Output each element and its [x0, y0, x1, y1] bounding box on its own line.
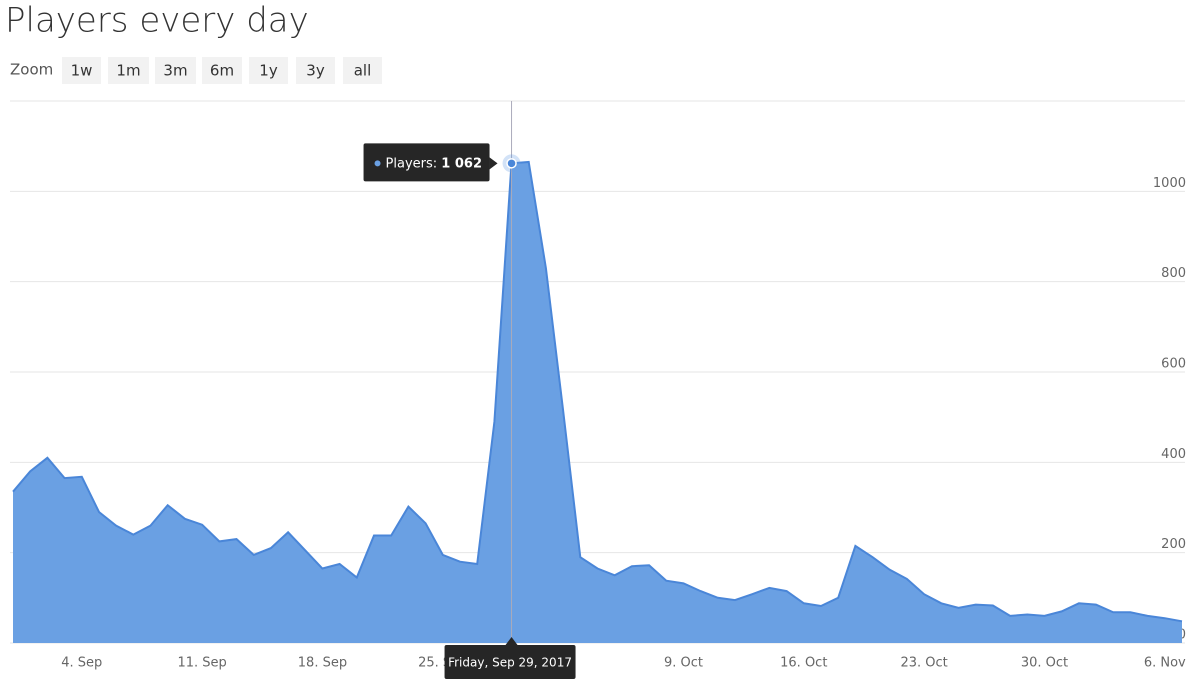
zoom-button[interactable]: all — [343, 57, 382, 84]
zoom-button-label: 1w — [71, 62, 93, 80]
x-tooltip: Friday, Sep 29, 2017 — [444, 637, 576, 679]
x-tooltip-text: Friday, Sep 29, 2017 — [448, 656, 572, 670]
tooltip: Players: 1 062 — [363, 143, 498, 182]
zoom-button-bg — [202, 57, 242, 84]
y-tick-label: 400 — [1161, 447, 1186, 462]
zoom-button[interactable]: 1y — [249, 57, 288, 84]
zoom-button-bg — [62, 57, 101, 84]
plot — [12, 160, 1183, 643]
zoom-button[interactable]: 1w — [62, 57, 101, 84]
x-tooltip-bg — [444, 645, 576, 679]
x-tooltip-arrow — [505, 637, 518, 645]
tooltip-text: Players: 1 062 — [386, 156, 482, 171]
area-line — [12, 160, 1183, 623]
zoom-button-label: 6m — [210, 62, 234, 80]
page-title: Players every day — [5, 1, 309, 41]
area-fill — [13, 162, 1182, 643]
tooltip-value: 1 062 — [441, 156, 482, 171]
zoom-button-label: 3y — [306, 62, 325, 80]
x-tick-label: 6. Nov — [1144, 656, 1186, 671]
y-tick-label: 1000 — [1153, 176, 1186, 191]
zoom-label: Zoom — [10, 61, 53, 79]
zoom-button[interactable]: 3m — [155, 57, 196, 84]
x-tick-label: 30. Oct — [1021, 656, 1068, 671]
zoom-button[interactable]: 3y — [296, 57, 335, 84]
x-tick-label: 4. Sep — [61, 656, 102, 671]
tooltip-bg — [363, 143, 490, 182]
x-tick-label: 18. Sep — [298, 656, 347, 671]
zoom-button-label: all — [354, 62, 372, 80]
tooltip-series-name: Players — [386, 156, 433, 171]
overlay: Players: 1 062 Friday, Sep 29, 2017 — [363, 101, 576, 679]
zoom-button-bg — [155, 57, 196, 84]
x-tick-label: 9. Oct — [664, 656, 703, 671]
y-tick-label: 600 — [1161, 357, 1186, 372]
y-tick-label: 800 — [1161, 266, 1186, 281]
x-tick-label: 16. Oct — [780, 656, 827, 671]
x-tick-label: 23. Oct — [900, 656, 947, 671]
zoom-buttons: 1w 1m 3m 6m 1y 3y all — [62, 57, 382, 84]
zoom-button[interactable]: 6m — [202, 57, 242, 84]
y-tick-label: 200 — [1161, 537, 1186, 552]
zoom-button[interactable]: 1m — [108, 57, 149, 84]
tooltip-sep: : — [433, 156, 442, 171]
zoom-button-bg — [343, 57, 382, 84]
zoom-button-bg — [108, 57, 149, 84]
hover-marker — [506, 158, 517, 169]
zoom-button-label: 1m — [116, 62, 140, 80]
zoom-button-label: 3m — [163, 62, 187, 80]
tooltip-arrow — [489, 157, 498, 170]
zoom-button-label: 1y — [259, 62, 278, 80]
x-tick-label: 11. Sep — [177, 656, 226, 671]
zoom-button-bg — [296, 57, 335, 84]
zoom-button-bg — [249, 57, 288, 84]
tooltip-dot — [374, 160, 381, 167]
